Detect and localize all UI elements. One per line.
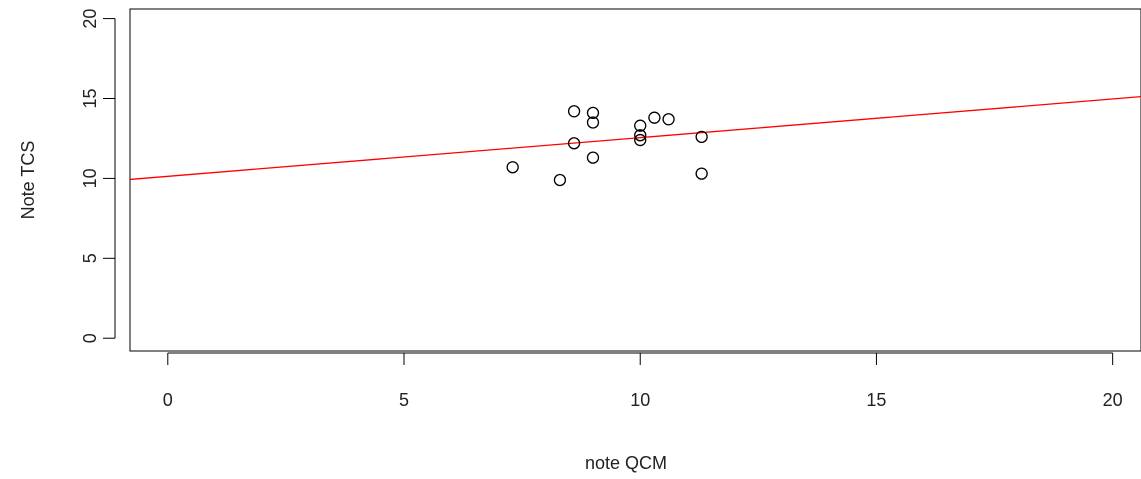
data-point (506, 161, 519, 174)
data-point (695, 167, 708, 180)
data-point (586, 106, 600, 120)
y-tick-label: 15 (80, 88, 100, 108)
points-layer (506, 105, 708, 187)
data-point (634, 133, 647, 147)
x-tick-label: 5 (399, 390, 409, 410)
data-point (648, 111, 661, 124)
y-axis-title: Note TCS (18, 141, 38, 220)
data-point (634, 129, 647, 142)
data-point (662, 113, 675, 126)
plot-frame (129, 8, 1141, 352)
data-point (567, 105, 581, 118)
y-tick-label: 10 (80, 168, 100, 188)
data-point (586, 151, 600, 164)
x-tick-label: 10 (630, 390, 650, 410)
data-point (586, 116, 600, 129)
data-point (695, 130, 708, 144)
y-tick-label: 0 (80, 333, 100, 343)
data-point (553, 173, 567, 187)
data-point (567, 137, 581, 150)
data-point (634, 119, 647, 132)
x-tick-label: 15 (866, 390, 886, 410)
y-axis: 0 5 10 15 20 (80, 9, 116, 343)
x-tick-label: 20 (1103, 390, 1123, 410)
x-axis: 0 5 10 15 20 (163, 352, 1123, 410)
x-tick-label: 0 (163, 390, 173, 410)
y-tick-label: 5 (80, 253, 100, 263)
y-tick-label: 20 (80, 9, 100, 29)
x-axis-title: note QCM (585, 453, 667, 473)
